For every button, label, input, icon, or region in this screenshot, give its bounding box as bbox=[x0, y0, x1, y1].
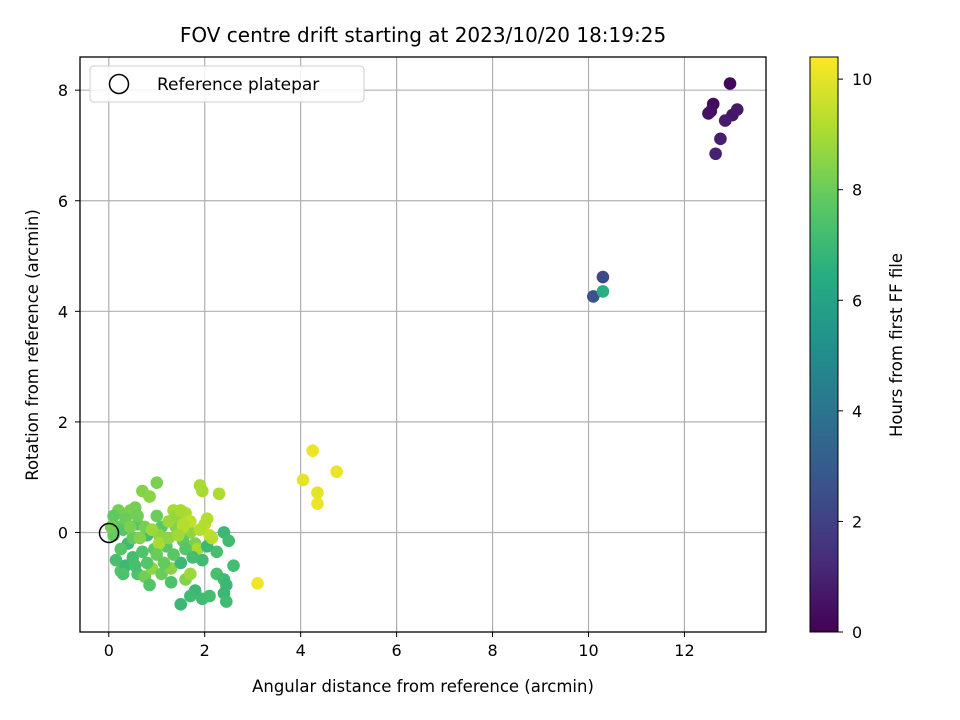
data-point bbox=[311, 486, 324, 499]
data-point bbox=[184, 589, 197, 603]
data-point bbox=[296, 473, 310, 487]
data-point bbox=[152, 537, 166, 550]
data-point bbox=[157, 556, 171, 570]
data-point bbox=[174, 504, 188, 517]
x-tick-label: 2 bbox=[200, 641, 210, 660]
x-tick-label: 4 bbox=[296, 641, 306, 660]
data-point bbox=[227, 559, 240, 572]
colorbar-tick-label: 10 bbox=[852, 70, 872, 89]
data-point bbox=[167, 548, 180, 561]
data-point bbox=[172, 528, 185, 542]
data-point bbox=[186, 551, 200, 564]
x-tick-label: 12 bbox=[674, 641, 694, 660]
data-point bbox=[155, 567, 168, 581]
colorbar-ticks: 0 2 4 6 8 10 bbox=[838, 70, 872, 642]
data-point bbox=[114, 542, 128, 556]
legend: Reference platepar bbox=[89, 65, 365, 103]
legend-label: Reference platepar bbox=[157, 75, 319, 95]
data-point bbox=[184, 567, 197, 581]
chart-title: FOV centre drift starting at 2023/10/20 … bbox=[180, 23, 666, 47]
legend-marker bbox=[108, 73, 130, 95]
x-tick-label: 6 bbox=[392, 641, 402, 660]
data-point bbox=[140, 556, 154, 570]
data-point bbox=[718, 114, 732, 127]
data-point bbox=[212, 487, 226, 501]
x-tick-label: 10 bbox=[578, 641, 598, 660]
data-point bbox=[164, 575, 178, 589]
data-point bbox=[124, 520, 137, 534]
colorbar-tick-label: 6 bbox=[852, 291, 862, 310]
data-point bbox=[587, 290, 600, 303]
data-point bbox=[723, 77, 737, 90]
data-point bbox=[128, 559, 142, 572]
data-point bbox=[179, 542, 192, 556]
data-point bbox=[150, 476, 164, 490]
data-point bbox=[596, 270, 610, 284]
data-point bbox=[196, 553, 209, 567]
data-point bbox=[107, 509, 120, 523]
data-point bbox=[220, 595, 233, 608]
data-point bbox=[222, 534, 236, 548]
y-tick-label: 4 bbox=[58, 302, 68, 321]
reference-platepar-marker bbox=[98, 522, 120, 544]
data-point bbox=[143, 490, 156, 503]
y-axis-ticks: 0 2 4 6 8 bbox=[58, 81, 80, 542]
x-tick-label: 0 bbox=[104, 641, 114, 660]
y-tick-label: 2 bbox=[58, 413, 68, 432]
data-point bbox=[176, 517, 190, 531]
y-axis-label: Rotation from reference (arcmin) bbox=[23, 209, 42, 481]
data-point bbox=[131, 509, 144, 523]
colorbar-tick-label: 4 bbox=[852, 402, 862, 421]
colorbar-tick-label: 2 bbox=[852, 512, 862, 531]
data-point bbox=[116, 567, 130, 581]
data-point bbox=[311, 497, 324, 511]
plot-frame bbox=[79, 56, 767, 633]
data-point bbox=[596, 285, 610, 298]
data-point bbox=[109, 553, 123, 567]
data-point bbox=[162, 531, 176, 545]
data-points bbox=[104, 77, 744, 611]
x-axis-label: Angular distance from reference (arcmin) bbox=[252, 677, 594, 696]
data-point bbox=[203, 589, 216, 603]
data-point bbox=[709, 147, 722, 161]
data-point bbox=[174, 556, 188, 570]
data-point bbox=[150, 509, 164, 523]
x-tick-label: 8 bbox=[487, 641, 497, 660]
data-point bbox=[702, 107, 715, 120]
data-point bbox=[251, 577, 264, 590]
data-point bbox=[200, 512, 214, 525]
colorbar-label: Hours from first FF file bbox=[887, 253, 906, 437]
data-point bbox=[133, 531, 147, 545]
data-point bbox=[306, 444, 319, 457]
x-axis-ticks: 0 2 4 6 8 10 12 bbox=[104, 632, 695, 660]
data-point bbox=[210, 545, 224, 559]
data-point bbox=[145, 523, 159, 537]
data-point bbox=[174, 598, 188, 611]
data-point bbox=[205, 531, 219, 545]
y-tick-label: 0 bbox=[58, 523, 68, 542]
data-point bbox=[150, 548, 164, 561]
data-point bbox=[136, 545, 149, 559]
legend-box bbox=[89, 65, 365, 103]
colorbar-tick-label: 8 bbox=[852, 181, 862, 200]
colorbar bbox=[809, 56, 839, 633]
data-point bbox=[330, 465, 343, 478]
data-point bbox=[730, 103, 744, 116]
data-point bbox=[193, 523, 207, 537]
data-point bbox=[714, 132, 727, 146]
data-point bbox=[143, 578, 156, 592]
colorbar-tick-label: 0 bbox=[852, 623, 862, 642]
y-tick-label: 6 bbox=[58, 192, 68, 211]
y-tick-label: 8 bbox=[58, 81, 68, 100]
data-point bbox=[196, 484, 209, 498]
